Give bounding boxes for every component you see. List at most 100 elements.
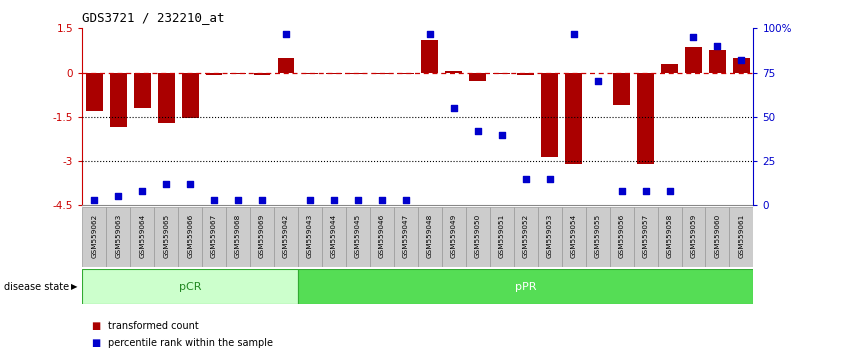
Bar (613, 73, 630, 105)
Bar (442, 207, 466, 267)
Point (231, 197, 245, 203)
Point (279, 31, 293, 36)
Bar (490, 207, 514, 267)
Bar (370, 207, 394, 267)
Bar (706, 207, 729, 267)
Bar (254, 73, 270, 75)
Text: GSM559061: GSM559061 (739, 214, 745, 258)
Bar (158, 73, 175, 123)
Point (615, 188, 629, 194)
Point (543, 176, 557, 182)
Bar (326, 73, 342, 74)
Point (423, 31, 436, 36)
Bar (729, 207, 753, 267)
Text: GSM559042: GSM559042 (283, 214, 289, 258)
Text: ▶: ▶ (71, 282, 78, 291)
Bar (298, 269, 753, 304)
Bar (466, 207, 490, 267)
Bar (86, 73, 103, 111)
Text: GSM559057: GSM559057 (643, 214, 649, 258)
Bar (657, 207, 682, 267)
Text: GSM559065: GSM559065 (163, 214, 169, 258)
Point (255, 197, 269, 203)
Bar (110, 73, 126, 127)
Text: GSM559062: GSM559062 (91, 214, 97, 258)
Text: percentile rank within the sample: percentile rank within the sample (108, 338, 274, 348)
Text: pCR: pCR (179, 282, 202, 292)
Point (327, 197, 341, 203)
Bar (350, 73, 366, 74)
Text: GSM559052: GSM559052 (523, 214, 529, 258)
Bar (469, 73, 486, 81)
Bar (445, 71, 462, 73)
Point (303, 197, 317, 203)
Bar (322, 207, 346, 267)
Text: GSM559064: GSM559064 (139, 214, 145, 258)
Bar (82, 269, 298, 304)
Bar (278, 58, 294, 73)
Text: GSM559053: GSM559053 (546, 214, 553, 258)
Bar (733, 58, 750, 73)
Bar (229, 73, 247, 74)
Bar (562, 207, 585, 267)
Point (399, 197, 413, 203)
Bar (514, 207, 538, 267)
Bar (250, 207, 274, 267)
Bar (182, 73, 198, 118)
Bar (301, 73, 319, 74)
Point (207, 197, 221, 203)
Bar (154, 207, 178, 267)
Text: GSM559049: GSM559049 (451, 214, 456, 258)
Bar (82, 207, 107, 267)
Point (351, 197, 365, 203)
Bar (538, 207, 562, 267)
Text: GSM559055: GSM559055 (595, 214, 601, 258)
Text: ■: ■ (91, 338, 100, 348)
Bar (298, 207, 322, 267)
Text: GSM559050: GSM559050 (475, 214, 481, 258)
Bar (130, 207, 154, 267)
Bar (107, 207, 130, 267)
Text: pPR: pPR (515, 282, 536, 292)
Point (112, 194, 126, 199)
Text: GSM559060: GSM559060 (714, 214, 721, 258)
Point (687, 34, 701, 40)
Bar (685, 47, 701, 73)
Bar (397, 73, 414, 74)
Text: GSM559056: GSM559056 (618, 214, 624, 258)
Bar (637, 73, 654, 164)
Point (135, 188, 149, 194)
Bar (422, 40, 438, 73)
Text: GSM559063: GSM559063 (115, 214, 121, 258)
Bar (661, 64, 678, 73)
Point (447, 105, 461, 111)
Bar (585, 207, 610, 267)
Bar (373, 73, 391, 74)
Text: GSM559059: GSM559059 (690, 214, 696, 258)
Point (591, 79, 604, 84)
Point (519, 176, 533, 182)
Point (87, 197, 101, 203)
Text: GSM559068: GSM559068 (235, 214, 241, 258)
Text: GSM559048: GSM559048 (427, 214, 433, 258)
Text: GSM559066: GSM559066 (187, 214, 193, 258)
Bar (417, 207, 442, 267)
Bar (178, 207, 202, 267)
Point (734, 57, 748, 63)
Text: GSM559067: GSM559067 (211, 214, 217, 258)
Text: GSM559058: GSM559058 (667, 214, 673, 258)
Point (662, 188, 676, 194)
Point (638, 188, 652, 194)
Text: GSM559051: GSM559051 (499, 214, 505, 258)
Text: disease state: disease state (4, 282, 69, 292)
Bar (709, 51, 726, 73)
Bar (682, 207, 706, 267)
Bar (134, 73, 151, 108)
Text: GSM559043: GSM559043 (307, 214, 313, 258)
Point (184, 181, 197, 187)
Text: GSM559069: GSM559069 (259, 214, 265, 258)
Point (159, 181, 173, 187)
Text: GSM559046: GSM559046 (379, 214, 385, 258)
Bar (346, 207, 370, 267)
Bar (274, 207, 298, 267)
